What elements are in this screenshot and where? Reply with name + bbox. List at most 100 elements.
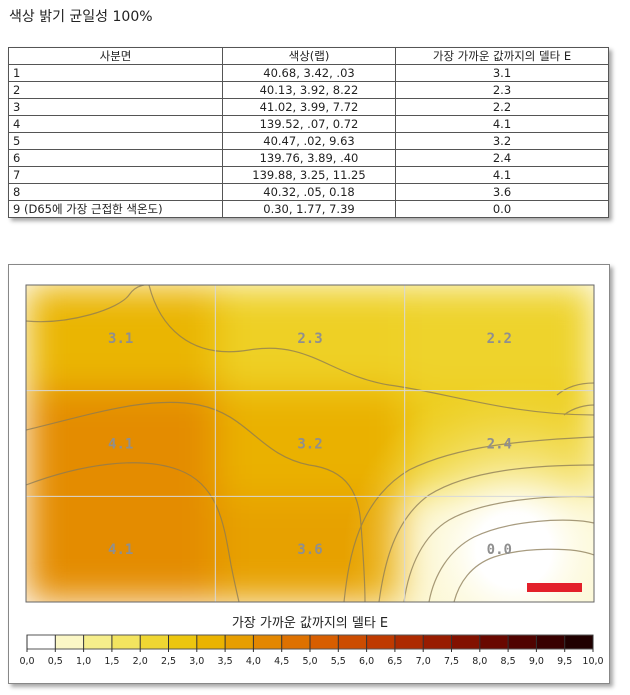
quadrant-cell: 1 — [8, 64, 223, 82]
colorbar-tick-label: 2,0 — [133, 656, 148, 667]
colorbar-segment — [394, 635, 424, 649]
colorbar-segment — [564, 635, 594, 649]
lab-cell: 40.13, 3.92, 8.22 — [222, 81, 396, 99]
colorbar-segment — [168, 635, 198, 649]
heatmap-cell-label: 3.1 — [108, 331, 133, 347]
colorbar-segment — [479, 635, 509, 649]
heatmap-cell-label: 0.0 — [487, 542, 512, 558]
colorbar-tick-label: 7,0 — [416, 656, 431, 667]
delta-e-cell: 2.2 — [395, 98, 609, 116]
table-row: 7 139.88, 3.25, 11.25 4.1 — [8, 166, 609, 184]
colorbar-tick-label: 8,0 — [472, 656, 487, 667]
grid-lines — [26, 285, 594, 602]
heatmap-cell-label: 2.4 — [487, 437, 512, 453]
contour-lines — [26, 285, 594, 602]
uniformity-heatmap: 3.1 2.3 2.2 4.1 3.2 2.4 4.1 3.6 0.0 가장 가까운 값까지의 … — [19, 284, 604, 667]
colorbar-tick-label: 1,0 — [76, 656, 91, 667]
header-lab: 색상(랩) — [222, 47, 396, 65]
lab-cell: 0.30, 1.77, 7.39 — [222, 200, 396, 218]
colorbar-segment — [310, 635, 339, 649]
colorbar-tick-label: 4,5 — [274, 656, 289, 667]
colorbar-segment — [111, 635, 141, 649]
colorbar-segment — [225, 635, 254, 649]
colorbar-tick-label: 5,0 — [302, 656, 317, 667]
delta-e-cell: 3.2 — [395, 132, 609, 150]
colorbar-segment — [253, 635, 282, 649]
page-title: 색상 밝기 균일성 100% — [9, 9, 153, 25]
uniformity-table: 사분면 색상(랩) 가장 가까운 값까지의 델타 E 1 40.68, 3.42,… — [8, 47, 609, 218]
colorbar-segment — [55, 635, 84, 649]
colorbar-tick-label: 9,5 — [557, 656, 572, 667]
colorbar-segment — [338, 635, 367, 649]
quadrant-cell: 5 — [8, 132, 223, 150]
quadrant-cell: 8 — [8, 183, 223, 201]
table-row: 8 40.32, .05, 0.18 3.6 — [8, 183, 609, 201]
colorbar-segment — [140, 635, 169, 649]
colorbar-title: 가장 가까운 값까지의 델타 E — [232, 616, 388, 631]
colorbar-segment — [83, 635, 113, 649]
red-marker — [527, 583, 582, 592]
delta-e-cell: 2.3 — [395, 81, 609, 99]
colorbar-segment — [423, 635, 452, 649]
table-row: 2 40.13, 3.92, 8.22 2.3 — [8, 81, 609, 99]
colorbar-tick-label: 6,0 — [359, 656, 374, 667]
heatmap-cell-label: 4.1 — [108, 542, 133, 558]
heatmap-cell-label: 3.2 — [297, 437, 322, 453]
hotspot-bloom — [26, 285, 594, 602]
delta-e-cell: 3.6 — [395, 183, 609, 201]
colorbar-segment — [451, 635, 481, 649]
colorbar-segment — [536, 635, 565, 649]
colorbar-tick-label: 3,5 — [218, 656, 233, 667]
quadrant-cell: 2 — [8, 81, 223, 99]
quadrant-cell: 4 — [8, 115, 223, 133]
colorbar-tick-label: 6,5 — [387, 656, 402, 667]
colorbar-tick-label: 9,0 — [529, 656, 544, 667]
table-row: 9 (D65에 가장 근접한 색온도) 0.30, 1.77, 7.39 0.0 — [8, 200, 609, 218]
colorbar-segment — [508, 635, 537, 649]
colorbar-tick-label: 2,5 — [161, 656, 176, 667]
table-row: 5 40.47, .02, 9.63 3.2 — [8, 132, 609, 150]
quadrant-cell: 6 — [8, 149, 223, 167]
plot-border — [25, 284, 595, 603]
heatmap-cell-label: 2.3 — [297, 331, 322, 347]
colorbar-segment — [281, 635, 311, 649]
lab-cell: 40.47, .02, 9.63 — [222, 132, 396, 150]
colorbar-tick-label: 4,0 — [246, 656, 261, 667]
quadrant-cell: 7 — [8, 166, 223, 184]
lab-cell: 139.76, 3.89, .40 — [222, 149, 396, 167]
table-row: 4 139.52, .07, 0.72 4.1 — [8, 115, 609, 133]
colorbar-tick-label: 5,5 — [331, 656, 346, 667]
heatmap-cell-label: 3.6 — [297, 542, 322, 558]
delta-e-cell: 0.0 — [395, 200, 609, 218]
delta-e-cell: 2.4 — [395, 149, 609, 167]
table-row: 1 40.68, 3.42, .03 3.1 — [8, 64, 609, 82]
colorbar-tick-label: 0,0 — [19, 656, 34, 667]
colorbar-tick-label: 1,5 — [104, 656, 119, 667]
colorbar — [26, 634, 594, 650]
header-delta-e: 가장 가까운 값까지의 델타 E — [395, 47, 609, 65]
colorbar-segment — [366, 635, 396, 649]
lab-cell: 139.52, .07, 0.72 — [222, 115, 396, 133]
quadrant-cell: 9 (D65에 가장 근접한 색온도) — [8, 200, 223, 218]
delta-e-cell: 4.1 — [395, 115, 609, 133]
colorbar-tick-label: 3,0 — [189, 656, 204, 667]
lab-cell: 41.02, 3.99, 7.72 — [222, 98, 396, 116]
colorbar-segment — [27, 635, 56, 649]
table-header-row: 사분면 색상(랩) 가장 가까운 값까지의 델타 E — [8, 47, 609, 65]
heatmap-cell-label: 4.1 — [108, 437, 133, 453]
heatmap-cell-label: 2.2 — [487, 331, 512, 347]
lab-cell: 40.68, 3.42, .03 — [222, 64, 396, 82]
lab-cell: 40.32, .05, 0.18 — [222, 183, 396, 201]
quadrant-cell: 3 — [8, 98, 223, 116]
colorbar-tick-label: 0,5 — [48, 656, 63, 667]
heatmap-panel: 3.1 2.3 2.2 4.1 3.2 2.4 4.1 3.6 0.0 가장 가까운 값까지의 … — [8, 264, 610, 684]
lab-cell: 139.88, 3.25, 11.25 — [222, 166, 396, 184]
table-row: 3 41.02, 3.99, 7.72 2.2 — [8, 98, 609, 116]
header-quadrant: 사분면 — [8, 47, 223, 65]
colorbar-tick-label: 10,0 — [582, 656, 603, 667]
colorbar-tick-label: 7,5 — [444, 656, 459, 667]
colorbar-tick-label: 8,5 — [501, 656, 516, 667]
colorbar-segment — [196, 635, 226, 649]
table-row: 6 139.76, 3.89, .40 2.4 — [8, 149, 609, 167]
delta-e-cell: 4.1 — [395, 166, 609, 184]
